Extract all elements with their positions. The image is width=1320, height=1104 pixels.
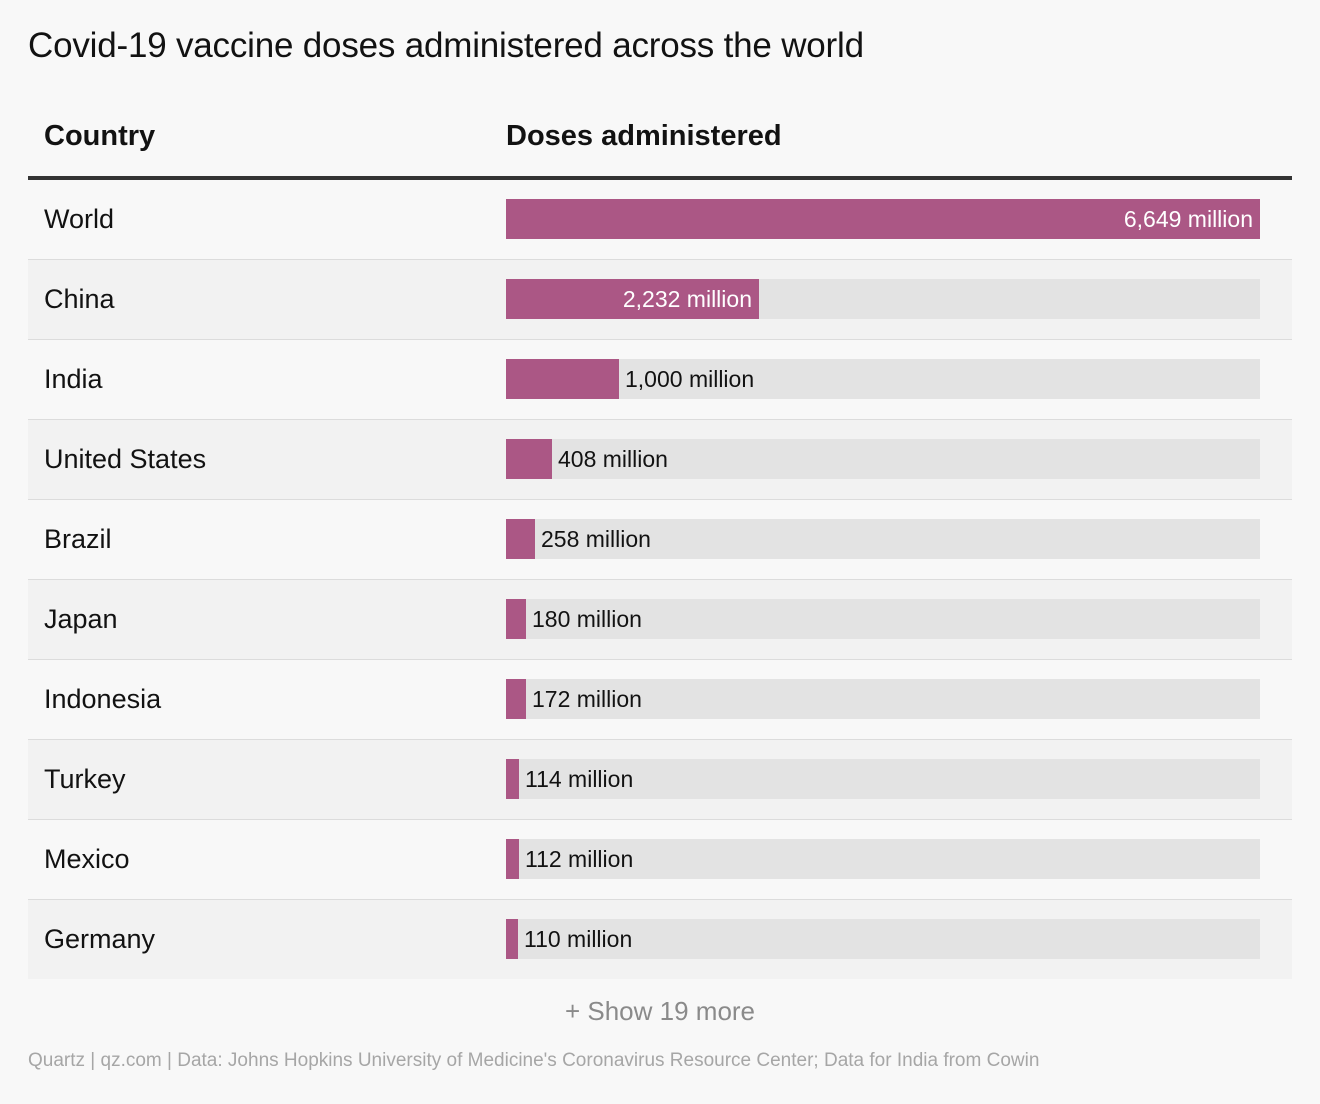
bar: [506, 839, 519, 879]
bar: [506, 439, 552, 479]
table-row: Turkey 114 million: [28, 740, 1292, 820]
country-label: World: [44, 204, 115, 234]
value-label: 408 million: [558, 446, 668, 472]
value-label: 6,649 million: [1123, 206, 1253, 232]
bar-track: 6,649 million: [506, 199, 1260, 239]
value-label: 2,232 million: [622, 286, 752, 312]
table-row: Japan 180 million: [28, 580, 1292, 660]
bar: [506, 599, 526, 639]
country-label: India: [44, 364, 103, 394]
table-row: Brazil 258 million: [28, 500, 1292, 580]
bar-track: 2,232 million: [506, 279, 1260, 319]
column-header-country: Country: [44, 120, 156, 152]
table-row: China 2,232 million: [28, 260, 1292, 340]
table-row: Mexico 112 million: [28, 820, 1292, 900]
value-label: 110 million: [524, 926, 633, 952]
doses-table: Country Doses administered World 6,649 mi…: [28, 100, 1292, 979]
bar-track: 258 million: [506, 519, 1260, 559]
bar-track: 172 million: [506, 679, 1260, 719]
country-label: Germany: [44, 924, 156, 954]
bar: [506, 279, 759, 319]
show-more-button[interactable]: + Show 19 more: [0, 996, 1320, 1027]
table-row: World 6,649 million: [28, 180, 1292, 260]
table-header: Country Doses administered: [28, 100, 1292, 180]
bar: [506, 679, 526, 719]
value-label: 172 million: [532, 686, 642, 712]
bar-track: 1,000 million: [506, 359, 1260, 399]
country-label: Brazil: [44, 524, 112, 554]
table-row: Indonesia 172 million: [28, 660, 1292, 740]
bar: [506, 519, 535, 559]
value-label: 180 million: [532, 606, 642, 632]
country-label: Japan: [44, 604, 118, 634]
bar: [506, 199, 1260, 239]
bar: [506, 759, 519, 799]
table-row: United States 408 million: [28, 420, 1292, 500]
value-label: 1,000 million: [625, 366, 755, 392]
value-label: 258 million: [541, 526, 651, 552]
country-label: Mexico: [44, 844, 130, 874]
column-header-doses: Doses administered: [506, 120, 782, 152]
bar-track: 112 million: [506, 839, 1260, 879]
country-label: Indonesia: [44, 684, 162, 714]
value-label: 112 million: [525, 846, 634, 872]
table-body: World 6,649 million China 2,232 million Indi…: [28, 180, 1292, 979]
bar: [506, 919, 518, 959]
bar-track: 110 million: [506, 919, 1260, 959]
country-label: Turkey: [44, 764, 126, 794]
bar: [506, 359, 619, 399]
bar-track: 180 million: [506, 599, 1260, 639]
country-label: China: [44, 284, 115, 314]
table-row: Germany 110 million: [28, 900, 1292, 979]
country-label: United States: [44, 444, 207, 474]
table-row: India 1,000 million: [28, 340, 1292, 420]
value-label: 114 million: [525, 766, 634, 792]
bar-track: 408 million: [506, 439, 1260, 479]
source-footer: Quartz | qz.com | Data: Johns Hopkins Un…: [28, 1050, 1040, 1071]
chart-title: Covid-19 vaccine doses administered acro…: [28, 26, 864, 65]
bar-track: 114 million: [506, 759, 1260, 799]
